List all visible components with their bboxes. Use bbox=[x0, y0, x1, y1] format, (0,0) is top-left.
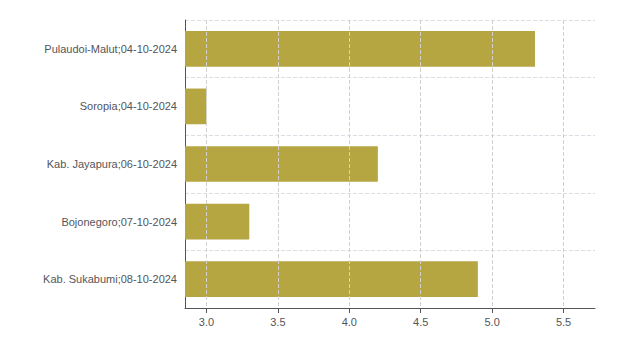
svg-text:4.5: 4.5 bbox=[413, 316, 428, 328]
svg-text:5.5: 5.5 bbox=[556, 316, 571, 328]
svg-text:Kab. Sukabumi;08-10-2024: Kab. Sukabumi;08-10-2024 bbox=[43, 273, 177, 285]
svg-text:3.0: 3.0 bbox=[199, 316, 214, 328]
svg-text:5.0: 5.0 bbox=[484, 316, 499, 328]
svg-text:Bojonegoro;07-10-2024: Bojonegoro;07-10-2024 bbox=[61, 216, 177, 228]
svg-text:Kab. Jayapura;06-10-2024: Kab. Jayapura;06-10-2024 bbox=[47, 158, 177, 170]
svg-text:4.0: 4.0 bbox=[342, 316, 357, 328]
svg-text:3.5: 3.5 bbox=[270, 316, 285, 328]
svg-text:Pulaudoi-Malut;04-10-2024: Pulaudoi-Malut;04-10-2024 bbox=[44, 43, 177, 55]
svg-text:Soropia;04-10-2024: Soropia;04-10-2024 bbox=[80, 100, 177, 112]
